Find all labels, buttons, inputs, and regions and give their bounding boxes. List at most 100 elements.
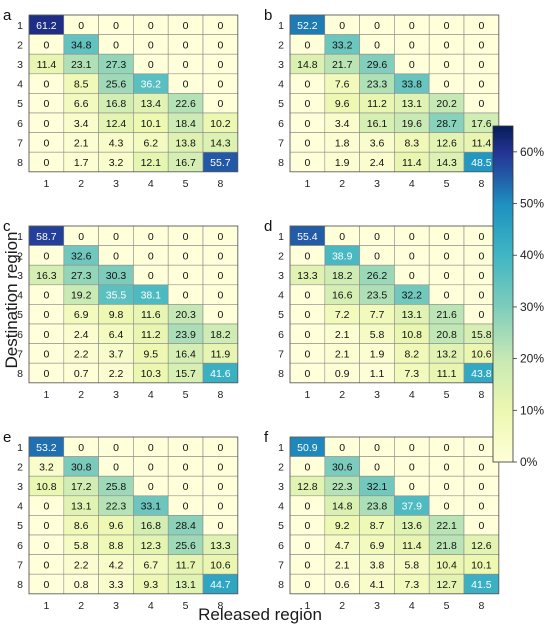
colorbar-segment (493, 415, 513, 419)
heatmap-frame (28, 436, 239, 595)
colorbar-segment (493, 428, 513, 432)
cell-value-label: 3.3 (109, 579, 124, 591)
colorbar-segment (493, 309, 513, 313)
cell-value-label: 0 (183, 501, 189, 513)
colorbar-segment (493, 319, 513, 324)
colorbar-segment (493, 399, 513, 404)
panel-letter: d (264, 218, 272, 235)
cell-value-label: 0.6 (335, 579, 350, 591)
colorbar-segment (493, 348, 513, 352)
colorbar-segment (493, 177, 513, 181)
colorbar-segment (493, 273, 513, 277)
cell-value-label: 10.4 (436, 559, 457, 571)
cell-value-label: 1.8 (335, 137, 350, 149)
cell-value-label: 7.3 (404, 368, 419, 380)
colorbar-segment (493, 456, 513, 461)
cell-value-label: 0 (304, 461, 310, 473)
cell-value-label: 0 (478, 270, 484, 282)
colorbar-segment (493, 402, 513, 406)
heatmap-panel-a: a61.2 0 0 0 0 00 34.8 0 0 0 011.4 23.1 27.3 0 0 00 8.5 25… (3, 7, 239, 190)
colorbar-segment (493, 185, 513, 189)
cell-value-label: 0 (304, 368, 310, 380)
colorbar-segment (493, 224, 513, 228)
colorbar-segment (493, 317, 513, 321)
cell-value-label: 41.6 (210, 368, 231, 380)
colorbar-segment (493, 255, 513, 259)
colorbar-segment (493, 260, 513, 264)
heatmap-panels: a61.2 0 0 0 0 00 34.8 0 0 0 011.4 23.1 27.3 0 0 00 8.5 25… (3, 7, 500, 612)
cell-value-label: 12.6 (436, 137, 457, 149)
cell-value-label: 0 (304, 290, 310, 302)
colorbar-segment (493, 430, 513, 435)
cell-value-label: 25.6 (106, 79, 127, 91)
colorbar-segment (493, 371, 513, 375)
colorbar-segment (493, 275, 513, 280)
colorbar-segment (493, 200, 513, 205)
colorbar-segment (493, 353, 513, 357)
x-tick-label: 5 (183, 600, 189, 612)
heatmap-frame (28, 14, 239, 173)
colorbar-segment (493, 154, 513, 158)
cell-value-label: 0 (478, 461, 484, 473)
x-tick-label: 8 (217, 389, 223, 401)
cell-value-label: 0 (43, 348, 49, 360)
cell-value-label: 25.6 (175, 540, 196, 552)
colorbar-segment (493, 162, 513, 166)
cell-value-label: 0 (478, 290, 484, 302)
cell-value-label: 52.2 (297, 20, 318, 32)
colorbar-segment (493, 438, 513, 442)
cell-value-label: 0 (217, 481, 223, 493)
cell-value-label: 0 (304, 98, 310, 110)
cell-value-label: 6.9 (370, 540, 385, 552)
cell-value-label: 11.1 (437, 368, 457, 380)
cell-value-label: 11.7 (176, 559, 196, 571)
cell-value-label: 18.4 (175, 118, 196, 130)
colorbar-segment (493, 198, 513, 202)
cell-value-label: 4.1 (370, 579, 385, 591)
cell-value-label: 50.9 (297, 442, 318, 454)
colorbar-segment (493, 231, 513, 236)
colorbar-segment (493, 234, 513, 238)
y-tick-label: 1 (17, 442, 23, 454)
cell-value-label: 0 (478, 501, 484, 513)
cell-value-label: 0 (409, 442, 415, 454)
cell-value-label: 0 (444, 20, 450, 32)
cell-value-label: 20.2 (436, 98, 457, 110)
cell-value-label: 2.4 (74, 329, 89, 341)
cell-value-label: 5.8 (74, 540, 89, 552)
cell-value-label: 11.2 (141, 329, 161, 341)
cell-value-label: 0 (444, 79, 450, 91)
cell-value-label: 3.2 (39, 461, 54, 473)
colorbar-segment (493, 454, 513, 458)
colorbar-segment (493, 208, 513, 212)
cell-value-label: 1.9 (335, 157, 350, 169)
cell-value-label: 32.1 (367, 481, 388, 493)
colorbar-segment (493, 459, 513, 463)
y-tick-label: 8 (17, 157, 23, 169)
cell-value-label: 7.7 (370, 309, 385, 321)
cell-value-label: 0 (43, 329, 49, 341)
colorbar-segment (493, 306, 513, 311)
cell-value-label: 0 (374, 461, 380, 473)
cell-value-label: 22.6 (175, 98, 196, 110)
colorbar-segment (493, 167, 513, 171)
cell-value-label: 0 (304, 39, 310, 51)
cell-value-label: 0 (478, 250, 484, 262)
cell-value-label: 3.4 (74, 118, 89, 130)
cell-value-label: 0 (113, 442, 119, 454)
y-tick-label: 3 (17, 59, 23, 71)
cell-value-label: 16.3 (36, 270, 57, 282)
cell-value-label: 0 (43, 579, 49, 591)
y-tick-label: 5 (17, 309, 23, 321)
colorbar-segment (493, 412, 513, 417)
colorbar-segment (493, 335, 513, 339)
x-tick-label: 4 (409, 600, 415, 612)
y-tick-label: 5 (278, 98, 284, 110)
panel-letter: a (3, 7, 12, 24)
cell-value-label: 0 (148, 59, 154, 71)
panel-letter: e (3, 429, 11, 446)
cell-value-label: 33.8 (402, 79, 423, 91)
colorbar-segment (493, 164, 513, 168)
cell-value-label: 0 (409, 461, 415, 473)
cell-value-label: 14.8 (332, 501, 353, 513)
